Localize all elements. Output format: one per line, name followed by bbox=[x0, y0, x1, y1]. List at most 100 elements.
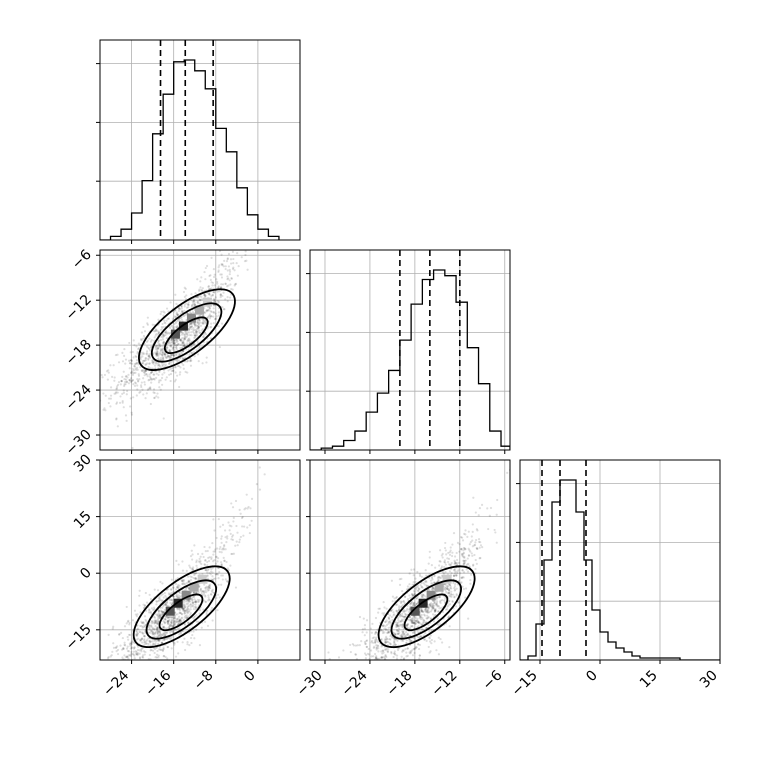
scatter-point bbox=[179, 343, 182, 347]
scatter-point bbox=[412, 603, 415, 606]
scatter-point bbox=[163, 622, 166, 625]
scatter-point bbox=[397, 608, 401, 611]
scatter-point bbox=[361, 628, 364, 631]
scatter-point bbox=[393, 613, 396, 616]
scatter-point bbox=[215, 556, 218, 559]
scatter-point bbox=[241, 525, 244, 528]
scatter-point bbox=[412, 574, 415, 577]
scatter-point bbox=[203, 620, 207, 623]
scatter-point bbox=[410, 620, 413, 623]
scatter-point bbox=[130, 640, 133, 643]
scatter-point bbox=[190, 322, 193, 326]
scatter-point bbox=[147, 642, 150, 646]
scatter-point bbox=[209, 278, 212, 281]
scatter-point bbox=[189, 364, 193, 367]
scatter-point bbox=[141, 621, 144, 624]
scatter-point bbox=[170, 625, 173, 628]
scatter-point bbox=[236, 230, 238, 232]
scatter-point bbox=[153, 619, 156, 622]
scatter-point bbox=[429, 634, 432, 637]
scatter-point bbox=[412, 593, 415, 597]
scatter-point bbox=[109, 405, 112, 408]
scatter-point bbox=[469, 579, 472, 582]
scatter-point bbox=[411, 605, 414, 608]
scatter-point bbox=[143, 635, 146, 638]
scatter-point bbox=[174, 365, 177, 368]
scatter-point bbox=[412, 647, 415, 651]
scatter-point bbox=[173, 617, 176, 620]
scatter-point bbox=[115, 650, 118, 653]
scatter-point bbox=[196, 552, 200, 556]
scatter-point bbox=[173, 339, 176, 342]
scatter-point bbox=[431, 599, 434, 602]
scatter-point bbox=[133, 381, 137, 384]
scatter-point bbox=[158, 343, 161, 346]
scatter-point bbox=[141, 355, 144, 358]
scatter-point bbox=[317, 706, 319, 708]
scatter-point bbox=[159, 598, 162, 602]
scatter-point bbox=[213, 291, 216, 294]
scatter-point bbox=[118, 401, 122, 404]
scatter-point bbox=[411, 631, 415, 635]
scatter-point bbox=[195, 601, 198, 604]
scatter-point bbox=[201, 322, 204, 325]
scatter-point bbox=[462, 559, 465, 562]
scatter-point bbox=[221, 578, 224, 581]
scatter-point bbox=[130, 377, 133, 380]
scatter-point bbox=[156, 618, 159, 621]
scatter-point bbox=[425, 617, 428, 620]
scatter-point bbox=[387, 673, 389, 675]
scatter-point bbox=[143, 330, 147, 333]
scatter-point bbox=[155, 376, 158, 380]
scatter-point bbox=[423, 608, 427, 611]
scatter-point bbox=[375, 639, 378, 642]
scatter-point bbox=[180, 318, 183, 321]
scatter-point bbox=[142, 639, 146, 642]
scatter-point bbox=[173, 342, 176, 345]
scatter-point bbox=[213, 550, 216, 553]
scatter-point bbox=[444, 561, 447, 564]
scatter-point bbox=[156, 633, 159, 636]
scatter-point bbox=[183, 610, 186, 613]
scatter-point bbox=[192, 630, 195, 633]
scatter-point bbox=[469, 582, 472, 585]
scatter-point bbox=[133, 674, 135, 676]
scatter-point bbox=[160, 633, 164, 636]
scatter-point bbox=[156, 631, 159, 634]
scatter-point bbox=[181, 332, 184, 335]
scatter-point bbox=[448, 615, 451, 618]
scatter-point bbox=[395, 623, 399, 626]
scatter-point bbox=[415, 586, 418, 589]
scatter-point bbox=[232, 516, 235, 519]
scatter-point bbox=[238, 538, 241, 541]
scatter-point bbox=[152, 615, 156, 618]
scatter-point bbox=[149, 371, 153, 374]
scatter-point bbox=[175, 338, 178, 342]
scatter-point bbox=[152, 352, 155, 355]
scatter-point bbox=[187, 621, 190, 625]
scatter-point bbox=[186, 332, 189, 335]
scatter-point bbox=[400, 623, 403, 627]
scatter-point bbox=[155, 352, 158, 355]
scatter-point bbox=[191, 568, 194, 571]
scatter-point bbox=[204, 568, 208, 572]
scatter-point bbox=[165, 319, 168, 322]
scatter-point bbox=[124, 380, 127, 384]
scatter-point bbox=[463, 532, 466, 535]
scatter-point bbox=[486, 507, 489, 510]
scatter-point bbox=[190, 322, 193, 325]
scatter-point bbox=[136, 368, 139, 371]
scatter-point bbox=[384, 648, 388, 651]
scatter-point bbox=[383, 631, 386, 634]
scatter-point bbox=[202, 321, 205, 325]
scatter-point bbox=[413, 647, 416, 651]
scatter-point bbox=[162, 356, 165, 360]
scatter-point bbox=[351, 642, 354, 646]
scatter-point bbox=[164, 637, 168, 640]
scatter-point bbox=[476, 547, 479, 550]
scatter-point bbox=[193, 572, 196, 575]
scatter-point bbox=[461, 576, 464, 579]
scatter-point bbox=[158, 379, 161, 382]
scatter-point bbox=[193, 615, 197, 618]
scatter-point bbox=[400, 618, 404, 621]
